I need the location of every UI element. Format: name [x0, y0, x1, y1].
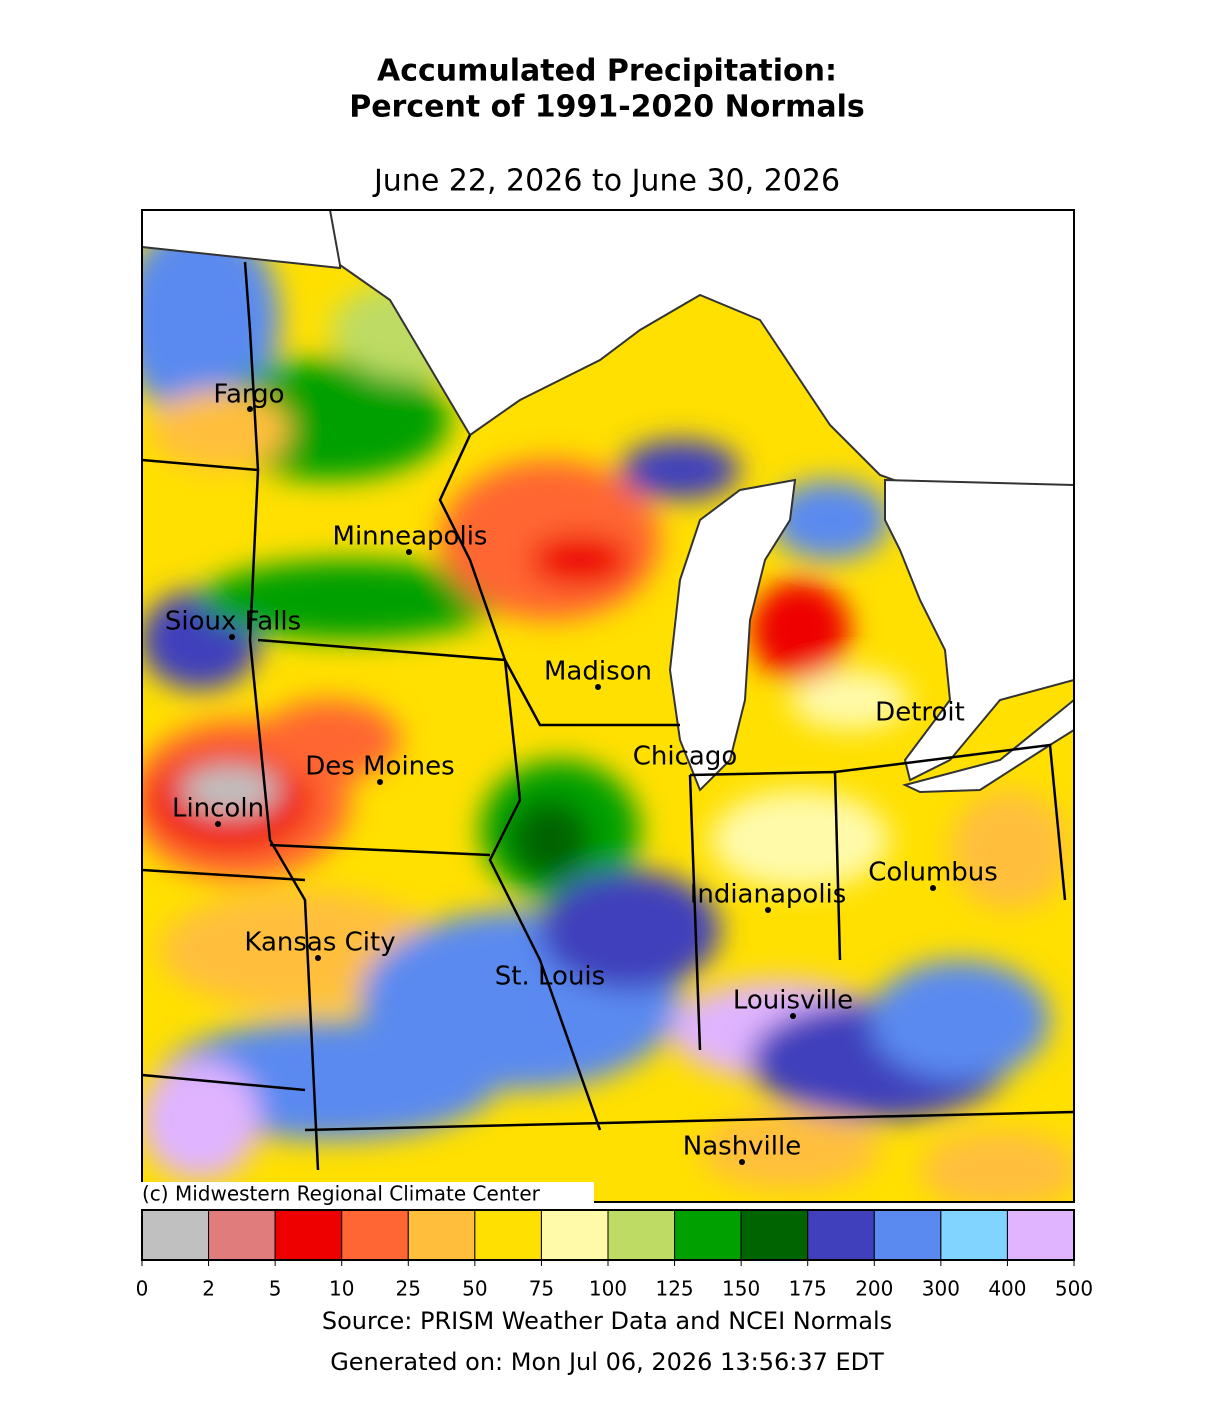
map-frame	[141, 209, 1075, 1203]
colorbar-segment	[674, 1209, 742, 1261]
city-label: Louisville	[733, 986, 853, 1016]
city-label: Indianapolis	[690, 880, 847, 910]
copyright-bg	[138, 1182, 594, 1206]
city-dot	[406, 549, 412, 555]
colorbar-tick-label: 300	[922, 1277, 960, 1301]
colorbar-segment	[1006, 1209, 1075, 1261]
city-dot	[215, 821, 221, 827]
city-label: Minneapolis	[333, 522, 488, 552]
city-label: Columbus	[868, 858, 998, 888]
map	[142, 210, 1074, 1202]
city-label: Sioux Falls	[165, 607, 301, 637]
period: June 22, 2026 to June 30, 2026	[372, 164, 840, 199]
source: Source: PRISM Weather Data and NCEI Norm…	[322, 1307, 892, 1335]
copyright: (c) Midwestern Regional Climate Center	[142, 1182, 541, 1206]
colorbar-segment	[474, 1209, 542, 1261]
colorbar-tick-label: 100	[589, 1277, 627, 1301]
city-label: Detroit	[875, 698, 965, 728]
colorbar-tick-label: 50	[462, 1277, 487, 1301]
colorbar-segment	[740, 1209, 809, 1261]
colorbar-tick-label: 125	[655, 1277, 693, 1301]
colorbar-segment	[607, 1209, 676, 1261]
colorbar-segment	[873, 1209, 942, 1261]
colorbar-tick-label: 2	[202, 1277, 215, 1301]
title: Accumulated Precipitation:	[377, 54, 837, 89]
colorbar-segment	[141, 1209, 210, 1261]
colorbar-segment	[274, 1209, 343, 1261]
colorbar: 0 2 5 10 25 50 75 100 125 150 175 200 300 400 500	[136, 1209, 1093, 1301]
city-label: Chicago	[633, 742, 738, 772]
city-label: St. Louis	[495, 962, 605, 992]
city-dot	[765, 907, 771, 913]
city-dot	[377, 779, 383, 785]
city-label: Des Moines	[305, 752, 454, 782]
generated: Generated on: Mon Jul 06, 2026 13:56:37 …	[330, 1348, 884, 1376]
colorbar-tick-label: 150	[722, 1277, 760, 1301]
city-dot	[315, 955, 321, 961]
colorbar-tick-label: 200	[855, 1277, 893, 1301]
colorbar-tick-label: 0	[136, 1277, 149, 1301]
city-label: Kansas City	[244, 928, 395, 958]
colorbar-segment	[807, 1209, 875, 1261]
colorbar-tick-label: 175	[789, 1277, 827, 1301]
title: Percent of 1991-2020 Normals	[349, 90, 865, 125]
colorbar-tick-label: 10	[329, 1277, 354, 1301]
city-label: Lincoln	[172, 794, 264, 824]
city-dot	[790, 1013, 796, 1019]
colorbar-tick-label: 400	[988, 1277, 1026, 1301]
colorbar-segment	[341, 1209, 409, 1261]
city-dot	[595, 684, 601, 690]
colorbar-tick-label: 500	[1055, 1277, 1093, 1301]
city-label: Madison	[544, 657, 652, 687]
colorbar-tick-label: 5	[269, 1277, 282, 1301]
city-dot	[247, 406, 253, 412]
colorbar-tick-label: 25	[396, 1277, 421, 1301]
city-dot	[739, 1159, 745, 1165]
city-label: Nashville	[683, 1132, 801, 1162]
city-dot	[229, 634, 235, 640]
colorbar-segment	[940, 1209, 1008, 1261]
city-labels: Fargo Minneapolis Sioux Falls Madison Des Mo…	[165, 380, 998, 1165]
colorbar-segment	[540, 1209, 609, 1261]
city-label: Fargo	[213, 380, 284, 410]
colorbar-tick-label: 75	[529, 1277, 554, 1301]
city-dot	[930, 885, 936, 891]
colorbar-frame	[141, 1209, 1075, 1261]
colorbar-segment	[208, 1209, 276, 1261]
colorbar-segment	[407, 1209, 476, 1261]
